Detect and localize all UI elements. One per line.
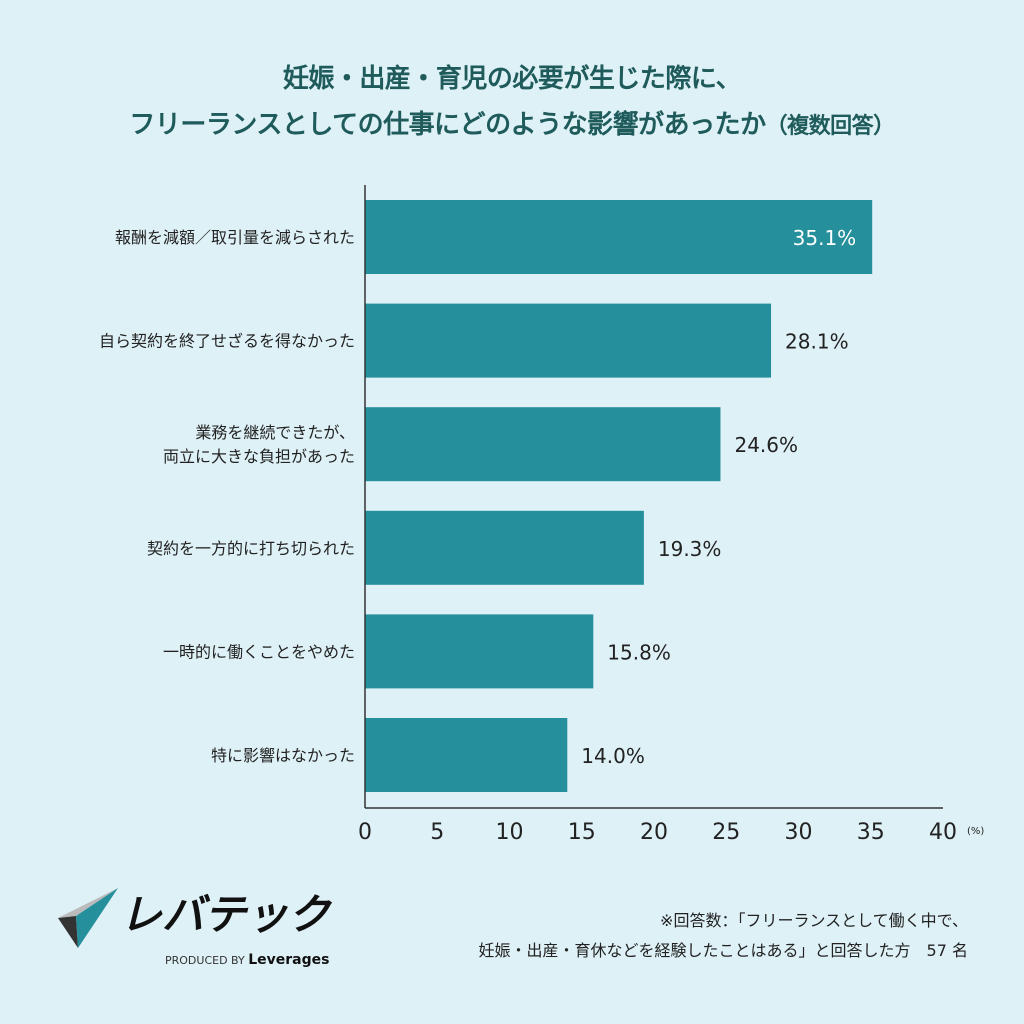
produced-by: PRODUCED BY Leverages <box>165 952 329 969</box>
footnote-line-1: ※回答数：「フリーランスとして働く中で、 <box>660 911 968 930</box>
produced-by-text: PRODUCED BY <box>165 954 245 967</box>
data-label: 24.6% <box>734 433 798 457</box>
footnote: ※回答数：「フリーランスとして働く中で、 妊娠・出産・育休などを経験したことはあ… <box>479 906 968 966</box>
title-note: （複数回答） <box>765 114 896 139</box>
data-label: 19.3% <box>658 537 722 561</box>
x-tick-label: 40 <box>929 820 957 845</box>
x-tick-label: 35 <box>857 820 885 845</box>
x-tick-label: 25 <box>712 820 740 845</box>
category-label: 報酬を減額／取引量を減らされた <box>115 228 355 247</box>
data-label: 15.8% <box>607 640 671 664</box>
x-tick-label: 30 <box>785 820 813 845</box>
category-label: 契約を一方的に打ち切られた <box>147 539 355 558</box>
category-label: 業務を継続できたが、 <box>195 423 355 442</box>
company-name: Leverages <box>248 952 330 968</box>
bar <box>365 510 644 585</box>
logo-wordmark: レバテック <box>120 890 331 939</box>
data-label: 35.1% <box>793 226 857 250</box>
x-unit-label: (%) <box>967 826 984 837</box>
x-tick-label: 5 <box>430 820 444 845</box>
bar <box>365 200 873 274</box>
x-tick-label: 10 <box>496 820 524 845</box>
bar <box>365 303 772 378</box>
x-tick-label: 0 <box>358 820 372 845</box>
chart-title: 妊娠・出産・育児の必要が生じた際に、 フリーランスとしての仕事にどのような影響が… <box>0 56 1024 150</box>
data-label: 14.0% <box>581 744 645 768</box>
bar <box>365 718 568 792</box>
levtech-logo-icon <box>58 888 118 952</box>
data-label: 28.1% <box>785 330 849 354</box>
bar <box>365 614 594 689</box>
category-label: 一時的に働くことをやめた <box>163 642 355 661</box>
footnote-line-2: 妊娠・出産・育休などを経験したことはある」と回答した方 57 名 <box>478 941 968 960</box>
bar-chart: 35.1% 報酬を減額／取引量を減らされた 28.1% 自ら契約を終了せざるを得なかっ… <box>99 185 984 845</box>
x-tick-label: 20 <box>640 820 668 845</box>
category-label: 特に影響はなかった <box>211 746 355 765</box>
category-label: 両立に大きな負担があった <box>163 447 355 466</box>
category-label: 自ら契約を終了せざるを得なかった <box>99 332 355 351</box>
title-line-2-text: フリーランスとしての仕事にどのような影響があったか <box>129 110 766 140</box>
title-line-2: フリーランスとしての仕事にどのような影響があったか（複数回答） <box>0 102 1024 150</box>
bar <box>365 407 721 482</box>
x-tick-label: 15 <box>568 820 596 845</box>
title-line-1: 妊娠・出産・育児の必要が生じた際に、 <box>282 64 742 94</box>
